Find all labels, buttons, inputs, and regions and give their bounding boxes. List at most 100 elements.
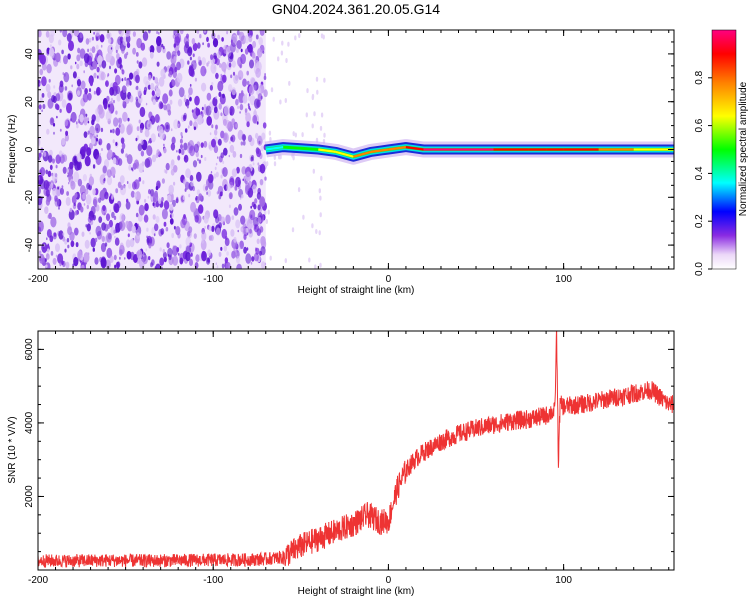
noise-blob bbox=[100, 44, 103, 48]
noise-blob bbox=[150, 189, 155, 197]
noise-blob bbox=[183, 142, 188, 151]
noise-blob bbox=[114, 237, 120, 246]
noise-blob bbox=[320, 175, 323, 181]
noise-blob bbox=[185, 251, 191, 262]
noise-blob bbox=[231, 87, 237, 96]
noise-blob bbox=[54, 195, 58, 202]
noise-blob bbox=[119, 256, 121, 260]
noise-blob bbox=[113, 254, 117, 261]
noise-blob bbox=[77, 178, 83, 187]
noise-blob bbox=[264, 176, 267, 181]
noise-blob bbox=[231, 250, 236, 259]
noise-blob bbox=[183, 178, 187, 185]
noise-blob bbox=[217, 138, 222, 146]
noise-blob bbox=[188, 87, 193, 96]
noise-blob bbox=[155, 88, 161, 98]
noise-blob bbox=[115, 110, 118, 115]
noise-blob bbox=[211, 138, 216, 148]
noise-blob bbox=[97, 55, 103, 65]
noise-blob bbox=[173, 165, 178, 173]
noise-blob bbox=[82, 192, 86, 200]
noise-blob bbox=[167, 247, 173, 258]
noise-blob bbox=[79, 60, 83, 67]
noise-blob bbox=[242, 140, 246, 146]
noise-blob bbox=[240, 197, 242, 200]
noise-blob bbox=[96, 75, 99, 79]
noise-blob bbox=[108, 44, 114, 54]
noise-blob bbox=[246, 121, 250, 128]
noise-blob bbox=[109, 65, 111, 70]
noise-blob bbox=[255, 34, 259, 40]
noise-blob bbox=[210, 234, 214, 241]
noise-blob bbox=[242, 227, 248, 237]
noise-blob bbox=[138, 204, 145, 216]
colorbar: 0.0 0.2 0.4 0.6 0.8 Normalized spectral ampl… bbox=[694, 29, 749, 276]
noise-blob bbox=[148, 243, 152, 249]
noise-blob bbox=[213, 145, 219, 154]
noise-blob bbox=[201, 82, 207, 92]
noise-blob bbox=[143, 214, 149, 223]
noise-blob bbox=[233, 207, 239, 216]
noise-blob bbox=[251, 154, 255, 161]
noise-blob bbox=[115, 127, 121, 136]
noise-blob bbox=[257, 48, 263, 58]
noise-blob bbox=[263, 75, 267, 81]
noise-blob bbox=[236, 40, 242, 50]
noise-blob bbox=[67, 53, 71, 60]
noise-blob bbox=[81, 231, 85, 237]
noise-blob bbox=[220, 112, 223, 117]
noise-blob bbox=[93, 31, 95, 35]
noise-blob bbox=[203, 140, 208, 148]
noise-blob bbox=[175, 32, 182, 44]
noise-blob bbox=[74, 192, 78, 198]
noise-blob bbox=[235, 98, 239, 106]
noise-blob bbox=[118, 249, 123, 256]
noise-blob bbox=[136, 232, 141, 240]
noise-blob bbox=[132, 31, 136, 37]
noise-blob bbox=[248, 105, 251, 110]
noise-blob bbox=[109, 192, 111, 196]
y-tick-label: 2000 bbox=[24, 485, 35, 508]
noise-blob bbox=[74, 61, 77, 65]
noise-blob bbox=[85, 224, 88, 228]
noise-blob bbox=[38, 250, 42, 256]
noise-blob bbox=[92, 247, 96, 252]
noise-blob bbox=[126, 198, 129, 203]
noise-blob bbox=[195, 197, 198, 201]
noise-blob bbox=[121, 69, 125, 75]
noise-blob bbox=[83, 53, 90, 64]
noise-blob bbox=[235, 219, 241, 229]
noise-blob bbox=[146, 237, 150, 243]
noise-blob bbox=[277, 56, 280, 62]
noise-blob bbox=[58, 150, 63, 157]
noise-blob bbox=[305, 112, 308, 118]
noise-blob bbox=[43, 243, 45, 247]
noise-blob bbox=[200, 142, 204, 148]
noise-blob bbox=[41, 109, 43, 112]
noise-blob bbox=[94, 123, 101, 134]
noise-blob bbox=[235, 255, 241, 264]
noise-blob bbox=[110, 129, 112, 133]
noise-blob bbox=[177, 98, 183, 107]
colorbar-tick-label: 0.4 bbox=[694, 166, 705, 180]
noise-blob bbox=[132, 47, 137, 55]
noise-blob bbox=[138, 61, 143, 69]
ridge-segment bbox=[335, 150, 354, 158]
noise-blob bbox=[281, 40, 284, 46]
noise-blob bbox=[126, 42, 131, 49]
noise-blob bbox=[118, 30, 122, 35]
noise-blob bbox=[162, 249, 165, 254]
noise-blob bbox=[38, 176, 41, 181]
noise-blob bbox=[215, 171, 219, 178]
noise-blob bbox=[48, 47, 55, 57]
noise-blob bbox=[137, 88, 142, 96]
noise-blob bbox=[231, 168, 237, 178]
colorbar-tick-label: 0.0 bbox=[694, 262, 705, 276]
noise-blob bbox=[94, 30, 101, 37]
noise-blob bbox=[47, 248, 50, 253]
noise-blob bbox=[106, 247, 113, 259]
noise-blob bbox=[105, 213, 111, 221]
noise-blob bbox=[247, 103, 250, 107]
noise-blob bbox=[125, 239, 131, 248]
noise-blob bbox=[99, 189, 106, 201]
